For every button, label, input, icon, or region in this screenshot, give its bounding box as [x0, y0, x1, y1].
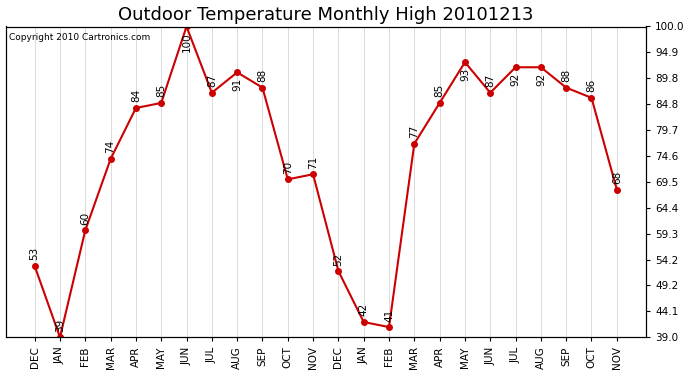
Text: 91: 91 — [232, 78, 242, 91]
Text: 84: 84 — [131, 89, 141, 102]
Text: 60: 60 — [80, 211, 90, 225]
Text: 68: 68 — [612, 171, 622, 184]
Text: 85: 85 — [435, 84, 444, 98]
Text: 39: 39 — [55, 318, 65, 332]
Text: 70: 70 — [283, 160, 293, 174]
Text: 87: 87 — [207, 74, 217, 87]
Text: Copyright 2010 Cartronics.com: Copyright 2010 Cartronics.com — [9, 33, 150, 42]
Text: 74: 74 — [106, 140, 116, 153]
Text: 42: 42 — [359, 303, 368, 316]
Text: 88: 88 — [561, 69, 571, 82]
Text: 52: 52 — [333, 252, 344, 266]
Text: 87: 87 — [485, 74, 495, 87]
Text: 92: 92 — [511, 73, 520, 86]
Text: 88: 88 — [257, 69, 268, 82]
Text: 92: 92 — [536, 73, 546, 86]
Text: 93: 93 — [460, 68, 470, 81]
Text: 100: 100 — [181, 32, 192, 52]
Text: 85: 85 — [156, 84, 166, 98]
Text: 77: 77 — [409, 125, 420, 138]
Text: 71: 71 — [308, 156, 318, 169]
Text: 41: 41 — [384, 308, 394, 321]
Title: Outdoor Temperature Monthly High 20101213: Outdoor Temperature Monthly High 2010121… — [118, 6, 533, 24]
Text: 86: 86 — [586, 79, 596, 92]
Text: 53: 53 — [30, 247, 39, 260]
